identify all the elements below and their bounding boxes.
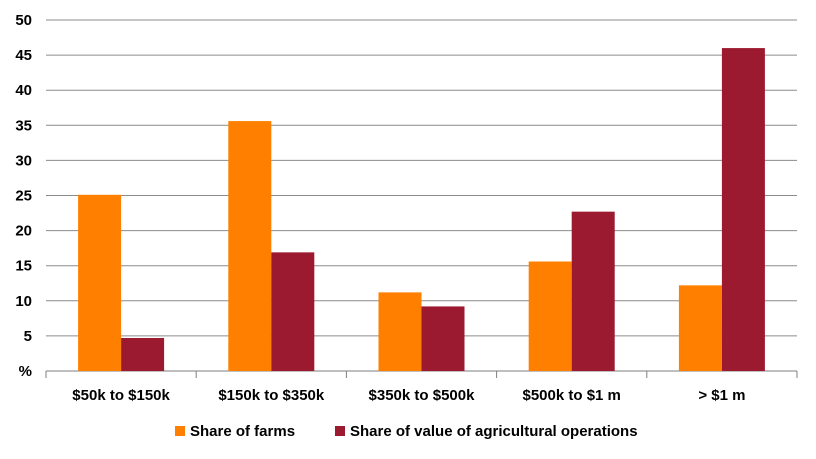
y-tick-label: 20 — [15, 223, 32, 240]
y-tick-label: 35 — [15, 117, 32, 134]
bar-share-of-farms-2 — [378, 292, 422, 371]
x-axis-tick-labels: $50k to $150k $150k to $350k $350k to $500… — [72, 387, 745, 404]
y-axis-tick-labels: % 5 10 15 20 25 30 35 40 45 50 — [15, 12, 32, 380]
y-tick-label: 15 — [15, 258, 32, 275]
y-tick-label: 40 — [15, 82, 32, 99]
x-tick-label: $350k to $500k — [369, 387, 476, 404]
bar-share-of-value-4 — [721, 48, 765, 372]
y-tick-label: 45 — [15, 47, 32, 64]
legend-swatch — [175, 426, 185, 436]
x-tick-label: > $1 m — [698, 387, 745, 404]
bar-share-of-value-2 — [421, 306, 465, 371]
bar-share-of-value-3 — [571, 211, 615, 371]
x-tick-label: $50k to $150k — [72, 387, 170, 404]
y-tick-label: 5 — [24, 328, 32, 345]
bar-share-of-value-1 — [271, 252, 315, 371]
legend-label: Share of value of agricultural operation… — [350, 423, 638, 440]
bars — [78, 48, 765, 372]
bar-share-of-farms-4 — [678, 285, 722, 371]
y-tick-label: % — [19, 363, 32, 380]
bar-share-of-farms-1 — [228, 121, 272, 371]
y-tick-label: 30 — [15, 152, 32, 169]
bar-share-of-value-0 — [121, 338, 165, 371]
y-tick-label: 25 — [15, 188, 32, 205]
x-tick-label: $150k to $350k — [218, 387, 325, 404]
legend-swatch — [335, 426, 345, 436]
bar-share-of-farms-3 — [528, 261, 572, 371]
y-tick-label: 10 — [15, 293, 32, 310]
x-tick-label: $500k to $1 m — [522, 387, 620, 404]
gridlines — [45, 19, 798, 378]
legend: Share of farms Share of value of agricult… — [175, 423, 638, 440]
y-tick-label: 50 — [15, 12, 32, 29]
legend-label: Share of farms — [190, 423, 295, 440]
bar-share-of-farms-0 — [78, 194, 122, 371]
